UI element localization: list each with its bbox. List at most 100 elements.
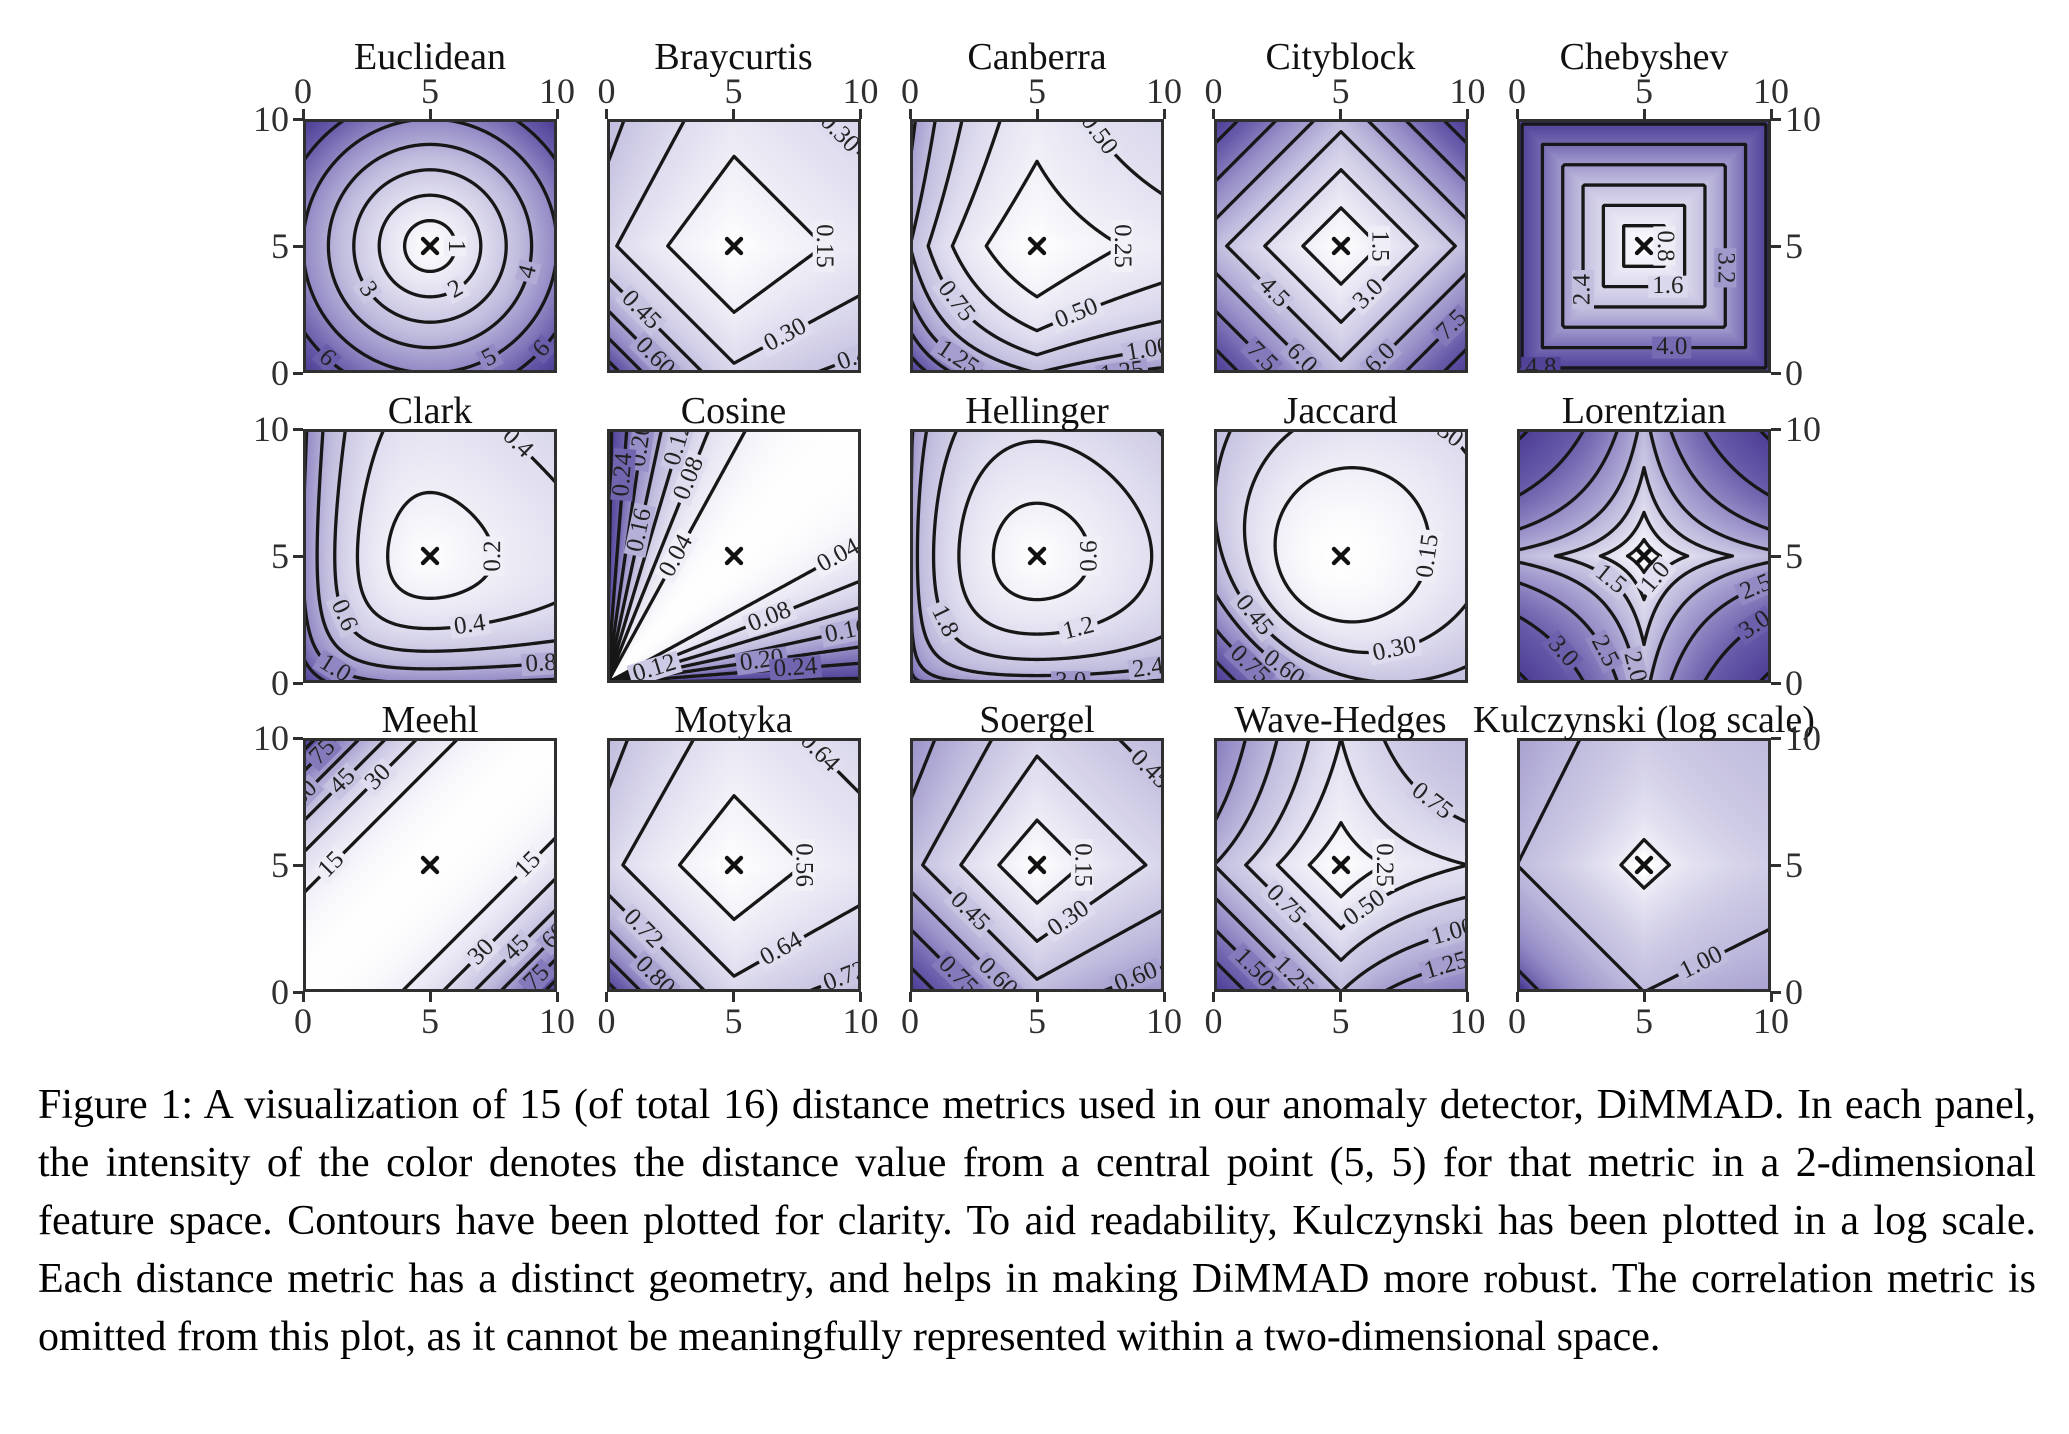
x-tick-label: 10 <box>1753 1001 1789 1041</box>
x-tick-mark <box>1212 109 1215 119</box>
x-tick-mark <box>1212 992 1215 1002</box>
panel-wavehedges <box>1213 738 1468 992</box>
x-tick-label: 10 <box>1146 1001 1182 1041</box>
x-tick-mark <box>1035 109 1039 119</box>
x-tick-label: 5 <box>1331 71 1350 111</box>
contour-canvas-kulczynski <box>1517 738 1771 992</box>
contour-canvas-cityblock <box>1213 119 1468 373</box>
panel-title-soergel: Soergel <box>979 699 1095 741</box>
x-tick-mark <box>1339 992 1342 1002</box>
x-tick-mark <box>555 109 559 119</box>
x-tick-mark <box>859 992 862 1002</box>
x-tick-label: 10 <box>842 71 879 111</box>
y-tick-label: 0 <box>271 353 289 393</box>
panel-title-cosine: Cosine <box>680 390 787 432</box>
panel-hellinger <box>910 429 1164 683</box>
y-tick-label: 0 <box>1785 353 1803 393</box>
y-tick-mark <box>1771 554 1781 558</box>
y-tick-mark <box>293 863 303 867</box>
x-tick-label: 10 <box>1449 1001 1486 1041</box>
x-tick-mark <box>1642 109 1646 119</box>
x-tick-label: 0 <box>1508 71 1526 111</box>
y-tick-label: 10 <box>253 99 289 139</box>
panel-meehl <box>303 738 557 992</box>
y-tick-label: 5 <box>1785 536 1803 576</box>
x-tick-mark <box>428 109 432 119</box>
x-tick-mark <box>908 109 912 119</box>
contour-canvas-chebyshev <box>1517 119 1771 373</box>
x-tick-label: 5 <box>724 1001 743 1041</box>
x-tick-label: 0 <box>1508 1001 1526 1041</box>
x-tick-label: 5 <box>1635 1001 1653 1041</box>
panel-kulczynski <box>1517 738 1771 992</box>
y-tick-label: 0 <box>271 663 289 703</box>
contour-canvas-soergel <box>910 738 1164 992</box>
x-tick-mark <box>1035 992 1039 1002</box>
panel-motyka <box>606 738 861 992</box>
x-tick-label: 5 <box>1028 71 1046 111</box>
x-tick-mark <box>1466 109 1469 119</box>
panel-title-euclidean: Euclidean <box>354 36 506 78</box>
x-tick-mark <box>1339 109 1342 119</box>
contour-canvas-braycurtis <box>606 119 861 373</box>
x-tick-label: 0 <box>1204 1001 1223 1041</box>
x-tick-mark <box>1162 992 1166 1002</box>
x-tick-label: 0 <box>901 1001 919 1041</box>
panel-title-cityblock: Cityblock <box>1265 36 1416 78</box>
x-tick-label: 10 <box>539 1001 575 1041</box>
x-tick-label: 0 <box>597 71 616 111</box>
x-tick-mark <box>732 992 735 1002</box>
figure-caption: Figure 1: A visualization of 15 (of tota… <box>38 1082 2036 1360</box>
panel-chebyshev <box>1517 119 1771 373</box>
x-tick-mark <box>1769 109 1773 119</box>
y-tick-label: 5 <box>1785 226 1803 266</box>
x-tick-mark <box>732 109 735 119</box>
panel-soergel <box>910 738 1164 992</box>
y-tick-label: 10 <box>1785 409 1821 449</box>
x-tick-label: 10 <box>1753 71 1789 111</box>
panel-title-clark: Clark <box>387 390 473 432</box>
y-tick-mark <box>1771 863 1781 867</box>
panel-jaccard <box>1213 429 1468 683</box>
panel-title-canberra: Canberra <box>967 36 1107 78</box>
x-tick-label: 0 <box>294 1001 312 1041</box>
y-tick-mark <box>1771 244 1781 248</box>
contour-canvas-motyka <box>606 738 861 992</box>
x-tick-label: 10 <box>1449 71 1486 111</box>
y-tick-label: 5 <box>271 226 289 266</box>
y-tick-mark <box>293 117 303 121</box>
panel-title-lorentzian: Lorentzian <box>1561 390 1727 432</box>
panel-title-motyka: Motyka <box>674 699 793 741</box>
y-tick-label: 0 <box>271 972 289 1012</box>
x-tick-mark <box>859 109 862 119</box>
x-tick-mark <box>1162 109 1166 119</box>
panel-braycurtis <box>606 119 861 373</box>
panel-title-meehl: Meehl <box>381 699 479 741</box>
panel-cosine <box>606 429 861 683</box>
x-tick-mark <box>1642 992 1646 1002</box>
contour-canvas-euclidean <box>303 119 557 373</box>
contour-canvas-lorentzian <box>1517 429 1771 683</box>
y-tick-label: 0 <box>1785 663 1803 703</box>
panel-title-jaccard: Jaccard <box>1283 390 1398 432</box>
contour-canvas-clark <box>303 429 557 683</box>
x-tick-mark <box>908 992 912 1002</box>
y-tick-mark <box>1771 990 1781 994</box>
contour-canvas-jaccard <box>1213 429 1468 683</box>
x-tick-label: 0 <box>294 71 312 111</box>
x-tick-label: 0 <box>597 1001 616 1041</box>
y-tick-mark <box>293 244 303 248</box>
panel-euclidean <box>303 119 557 373</box>
x-tick-label: 0 <box>901 71 919 111</box>
x-tick-label: 5 <box>421 71 439 111</box>
y-tick-mark <box>293 990 303 994</box>
panel-lorentzian <box>1517 429 1771 683</box>
x-tick-mark <box>555 992 559 1002</box>
x-tick-mark <box>605 992 608 1002</box>
y-tick-mark <box>1771 371 1781 375</box>
x-tick-label: 10 <box>842 1001 879 1041</box>
y-tick-mark <box>1771 427 1781 431</box>
x-tick-mark <box>1769 992 1773 1002</box>
y-tick-mark <box>293 681 303 685</box>
